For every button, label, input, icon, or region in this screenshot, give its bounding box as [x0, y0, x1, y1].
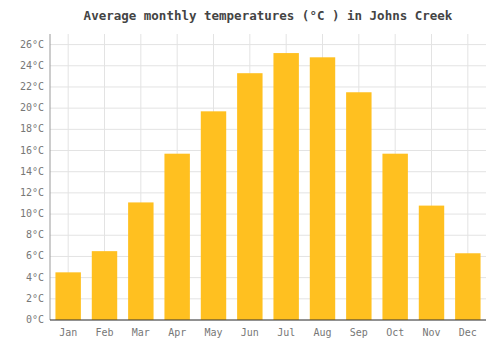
x-tick-label: Nov: [422, 327, 440, 338]
y-tick-label: 4°C: [26, 272, 44, 283]
y-axis-line: [50, 34, 51, 320]
y-tick-label: 10°C: [20, 208, 44, 219]
y-grid-line: [50, 320, 486, 321]
y-grid-line: [50, 129, 486, 130]
y-grid-line: [50, 44, 486, 45]
x-tick-label: Dec: [459, 327, 477, 338]
bar: [419, 206, 444, 320]
y-grid-line: [50, 86, 486, 87]
y-grid-line: [50, 192, 486, 193]
y-tick-label: 24°C: [20, 60, 44, 71]
x-tick-label: Jul: [277, 327, 295, 338]
x-axis-line: [50, 320, 486, 321]
y-tick-label: 6°C: [26, 250, 44, 261]
y-tick-label: 22°C: [20, 81, 44, 92]
bar: [382, 154, 407, 320]
bars: [55, 53, 480, 320]
y-grid-line: [50, 171, 486, 172]
y-tick-label: 8°C: [26, 229, 44, 240]
x-tick-label: Jun: [241, 327, 259, 338]
x-tick-label: Aug: [313, 327, 331, 338]
bar: [273, 53, 298, 320]
bar: [164, 154, 189, 320]
x-tick-label: Oct: [386, 327, 404, 338]
chart-container: Average monthly temperatures (°C ) in Jo…: [0, 0, 500, 350]
x-tick-label: May: [204, 327, 222, 338]
x-tick-label: Jan: [59, 327, 77, 338]
y-tick-label: 20°C: [20, 102, 44, 113]
y-tick-label: 14°C: [20, 166, 44, 177]
grid: [50, 34, 486, 320]
y-tick-label: 18°C: [20, 123, 44, 134]
chart-title: Average monthly temperatures (°C ) in Jo…: [84, 8, 453, 23]
y-grid-line: [50, 150, 486, 151]
y-tick-label: 26°C: [20, 39, 44, 50]
y-tick-label: 2°C: [26, 293, 44, 304]
y-tick-label: 12°C: [20, 187, 44, 198]
bar: [455, 253, 480, 320]
x-tick-label: Apr: [168, 327, 186, 338]
bar: [201, 111, 226, 320]
chart-svg: Average monthly temperatures (°C ) in Jo…: [0, 0, 500, 350]
bar: [128, 202, 153, 320]
y-grid-line: [50, 65, 486, 66]
x-tick-label: Mar: [132, 327, 150, 338]
bar: [237, 73, 262, 320]
y-grid-line: [50, 108, 486, 109]
bar: [346, 92, 371, 320]
y-tick-label: 16°C: [20, 145, 44, 156]
bar: [92, 251, 117, 320]
x-tick-label: Sep: [350, 327, 368, 338]
x-tick-label: Feb: [95, 327, 113, 338]
bar: [55, 272, 80, 320]
y-tick-label: 0°C: [26, 314, 44, 325]
bar: [310, 57, 335, 320]
